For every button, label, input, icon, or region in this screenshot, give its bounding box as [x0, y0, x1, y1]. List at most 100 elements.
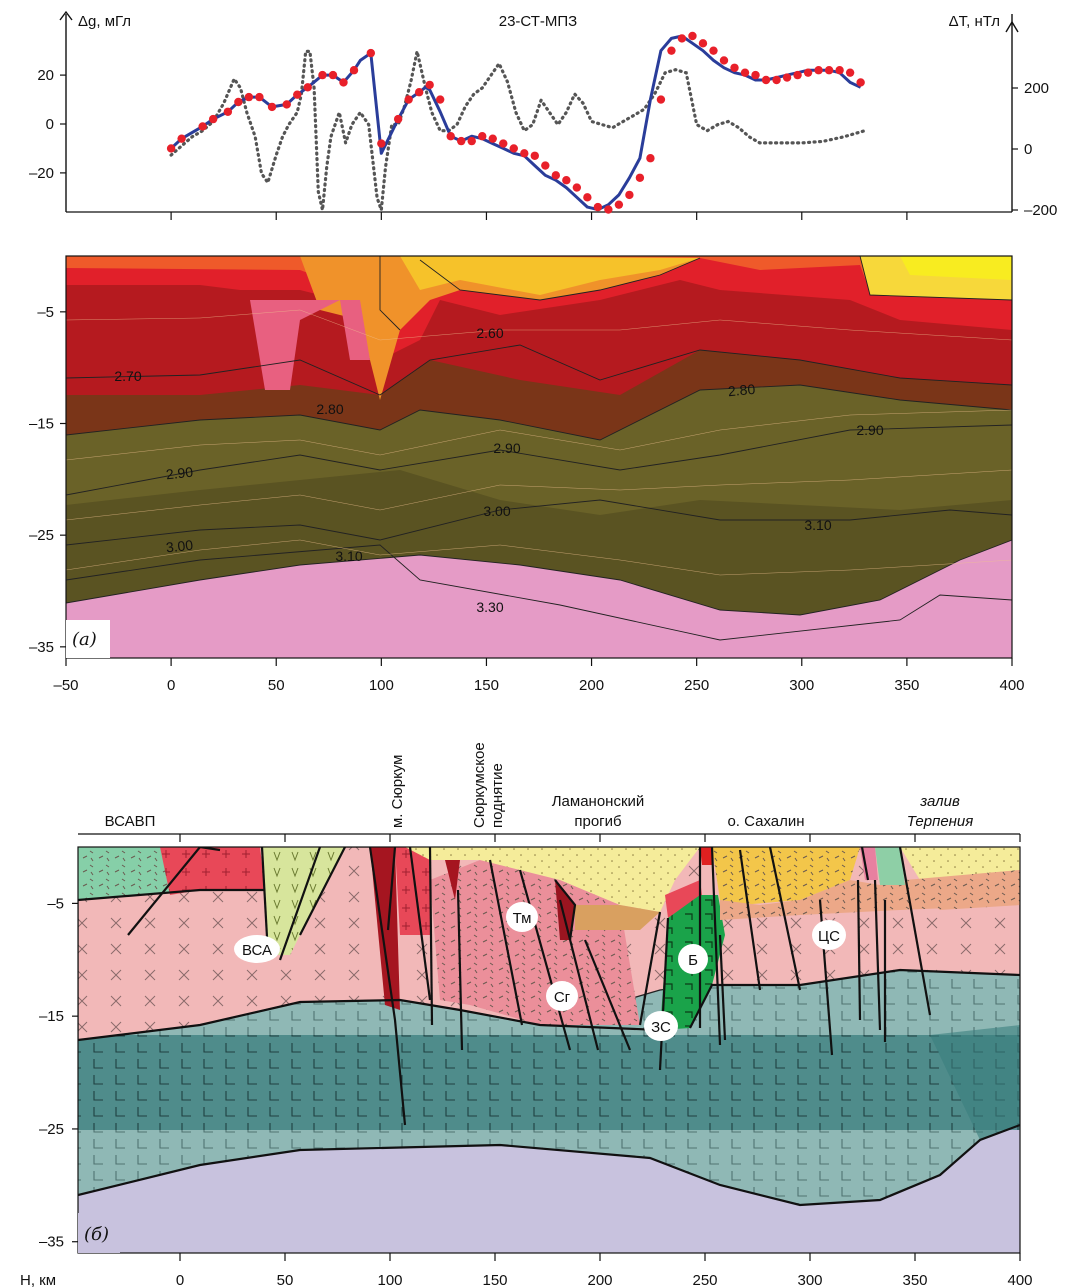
gravity-observed-point [339, 78, 348, 87]
gravity-observed-point [282, 100, 291, 109]
gravity-observed-point [572, 183, 582, 192]
density-x-tick-label: 400 [999, 677, 1024, 694]
label-vsavp: ВСАВП [105, 813, 156, 830]
geology-x-ticks: 0 50 100 150 200 250 300 350 400 [176, 1253, 1033, 1288]
gravity-observed-point [761, 75, 771, 85]
svg-text:ЗС: ЗС [651, 1019, 671, 1036]
gravity-observed-point [255, 92, 264, 102]
gravity-observed-point [244, 92, 254, 102]
density-y-tick-label: –5 [37, 304, 54, 321]
panel-label-a: (а) [72, 629, 97, 650]
top-series [166, 31, 867, 214]
gravity-observed-point [435, 95, 445, 104]
contour-label: 2.60 [476, 325, 503, 341]
label-terpeniya-2: Терпения [907, 813, 974, 830]
gravity-observed-point [583, 193, 592, 202]
gravity-observed-point [467, 136, 476, 146]
label-syurkum-uplift-1: Сюркумское [471, 742, 488, 828]
geology-y-tick-label: –15 [39, 1008, 64, 1025]
gravity-observed-point [604, 205, 613, 214]
gravity-observed-point [782, 73, 792, 82]
panel-label-b: (б) [84, 1224, 109, 1245]
gravity-observed-point [478, 132, 487, 141]
gravity-model-line [170, 34, 862, 212]
gravity-observed-point [677, 34, 687, 43]
contour-label: 3.30 [476, 599, 503, 615]
geology-y-tick-label: –5 [47, 895, 64, 912]
contour-label: 2.70 [114, 368, 141, 384]
gravity-observed-point [625, 190, 634, 200]
badge-sg: Сг [546, 981, 578, 1011]
badge-tm: Тм [506, 902, 538, 932]
gravity-observed-point [328, 70, 338, 80]
contour-labels: 2.60 2.70 2.80 2.80 2.90 2.90 2.90 3.00 3.00 3.10… [114, 325, 883, 615]
top-y2label: ΔT, нТл [949, 13, 1000, 30]
top-y-tick-label: 0 [46, 116, 54, 133]
gravity-observed-point [614, 200, 624, 209]
gravity-observed-point [303, 83, 312, 92]
density-y-ticks: –5 –15 –25 –35 [29, 304, 66, 656]
contour-label: 3.00 [165, 537, 194, 556]
gravity-observed-point [824, 66, 834, 75]
geology-x-tick-label: 50 [277, 1272, 294, 1288]
unit-badges: ВСА Тм Сг Б ЗС ЦС [234, 902, 846, 1041]
gravity-observed-point [208, 114, 218, 124]
gravity-observed-point [856, 78, 865, 87]
gravity-observed-point [166, 144, 176, 153]
label-lamanon-2: прогиб [574, 813, 621, 830]
gravity-observed-point [318, 70, 327, 80]
gravity-observed-point [740, 68, 750, 77]
geology-top-ticks [179, 834, 1021, 842]
top-y-tick-label: 20 [37, 67, 54, 84]
geology-x-tick-label: 100 [377, 1272, 402, 1288]
gravity-observed-point [509, 144, 518, 153]
geology-x-tick-label: 200 [587, 1272, 612, 1288]
gravity-observed-point [772, 75, 781, 85]
badge-zs: ЗС [644, 1011, 678, 1041]
gravity-observed-point [377, 139, 386, 148]
gravity-observed-point [177, 134, 186, 143]
geology-x-tick-label: 400 [1007, 1272, 1032, 1288]
gravity-observed-point [835, 66, 844, 75]
gravity-observed-point [393, 114, 403, 124]
density-x-tick-label: 200 [579, 677, 604, 694]
gravity-observed-point [425, 80, 434, 90]
contour-label: 2.90 [856, 422, 883, 438]
top-y2-tick-label: 200 [1024, 80, 1049, 97]
geology-y-tick-label: –25 [39, 1121, 64, 1138]
contour-label: 2.80 [316, 401, 343, 417]
gravity-observed-point [267, 102, 277, 112]
gravity-observed-point [646, 154, 655, 163]
gravity-observed-point [803, 68, 813, 77]
gravity-observed-point [730, 63, 739, 72]
top-y2-ticks: 200 0 –200 [1012, 80, 1057, 219]
gravity-observed-point [751, 70, 760, 80]
contour-label: 2.80 [727, 381, 756, 399]
top-y2-tick-label: 0 [1024, 141, 1032, 158]
density-x-tick-label: 0 [167, 677, 175, 694]
svg-text:Б: Б [688, 952, 698, 969]
badge-ts: ЦС [812, 920, 846, 950]
gravity-observed-point [845, 68, 855, 77]
density-x-tick-label: 250 [684, 677, 709, 694]
density-x-tick-label: 150 [474, 677, 499, 694]
gravity-observed-point [488, 134, 497, 143]
density-x-tick-label: 100 [369, 677, 394, 694]
density-x-tick-label: –50 [53, 677, 78, 694]
svg-text:Тм: Тм [513, 910, 532, 927]
geology-y-ticks: –5 –15 –25 –35 [39, 895, 78, 1251]
geology-panel: 0 50 100 150 200 250 300 350 400 –5 –15 –25 –35 (б)… [20, 742, 1033, 1288]
gravity-observed-point [698, 39, 708, 48]
geology-x-tick-label: 250 [692, 1272, 717, 1288]
top-region-labels: ВСАВП м. Сюркум Сюркумское поднятие Лама… [105, 742, 974, 830]
gravity-observed-point [719, 56, 729, 65]
gravity-observed-point [520, 149, 529, 158]
label-sakhalin: о. Сахалин [727, 813, 804, 830]
contour-label: 2.90 [165, 464, 194, 483]
density-y-tick-label: –35 [29, 639, 54, 656]
top-ylabel: Δg, мГл [78, 13, 131, 30]
gravity-observed-point [414, 88, 424, 97]
gravity-observed-point [635, 173, 645, 182]
density-x-ticks: –50 0 50 100 150 200 250 300 350 400 [53, 658, 1025, 694]
